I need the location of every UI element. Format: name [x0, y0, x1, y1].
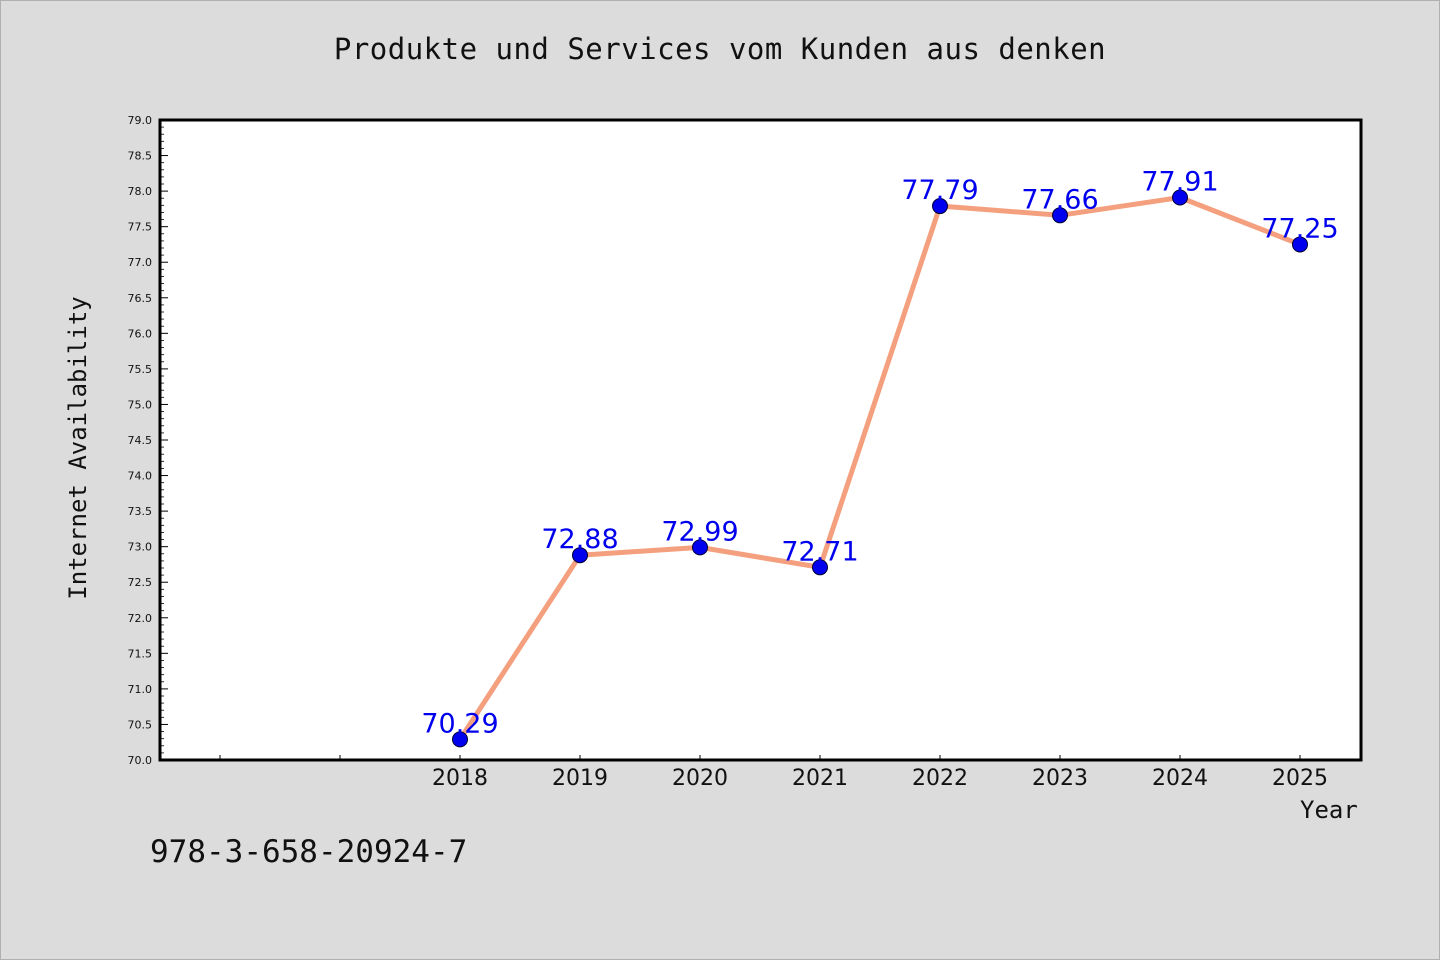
- data-point: [692, 539, 708, 556]
- y-tick-label: 72.0: [128, 612, 153, 625]
- x-tick-label: 2021: [792, 766, 848, 791]
- data-label: 77.66: [1021, 184, 1098, 215]
- x-tick-label: 2019: [552, 766, 608, 791]
- chart-title: Produkte und Services vom Kunden aus den…: [333, 32, 1107, 66]
- x-tick-label: 2022: [912, 766, 968, 791]
- y-tick-label: 75.5: [128, 363, 153, 376]
- y-tick-label: 70.0: [128, 754, 153, 767]
- y-tick-label: 74.0: [128, 470, 153, 483]
- data-label: 77.79: [901, 175, 978, 206]
- series-line: [457, 195, 1303, 742]
- y-tick-label: 78.0: [128, 185, 153, 198]
- data-label: 72.88: [541, 524, 618, 555]
- x-tick-label: 2020: [672, 766, 728, 791]
- y-tick-label: 74.5: [128, 434, 153, 447]
- y-tick-label: 77.5: [128, 221, 153, 234]
- y-tick-label: 71.0: [128, 683, 153, 696]
- x-tick-label: 2023: [1032, 766, 1088, 791]
- x-tick-label: 2018: [432, 766, 488, 791]
- data-point: [932, 198, 948, 215]
- y-tick-label: 72.5: [128, 576, 153, 589]
- y-tick-label: 73.0: [128, 541, 153, 554]
- data-label: 72.99: [661, 516, 738, 547]
- plot-frame: [158, 118, 1363, 762]
- data-label: 72.71: [781, 536, 858, 567]
- y-tick-label: 70.5: [128, 718, 153, 731]
- x-axis-label: Year: [1300, 796, 1358, 824]
- y-tick-label: 71.5: [128, 647, 153, 660]
- data-point: [1292, 236, 1308, 253]
- x-tick-label: 2024: [1152, 766, 1208, 791]
- data-label: 70.29: [421, 708, 498, 739]
- y-tick-label: 79.0: [128, 114, 153, 127]
- data-point: [1172, 189, 1188, 206]
- x-tick-label: 2025: [1272, 766, 1328, 791]
- plot-area: [160, 120, 1361, 760]
- data-point: [452, 731, 468, 748]
- data-point: [812, 559, 828, 576]
- y-tick-label: 76.0: [128, 327, 153, 340]
- isbn-text: 978-3-658-20924-7: [150, 834, 468, 870]
- data-label: 77.91: [1141, 167, 1218, 198]
- y-tick-label: 75.0: [128, 398, 153, 411]
- data-label: 77.25: [1261, 213, 1338, 244]
- y-tick-label: 77.0: [128, 256, 153, 269]
- y-tick-label: 78.5: [128, 150, 153, 163]
- data-point: [1052, 207, 1068, 224]
- y-tick-label: 76.5: [128, 292, 153, 305]
- data-point: [572, 547, 588, 564]
- y-tick-label: 73.5: [128, 505, 153, 518]
